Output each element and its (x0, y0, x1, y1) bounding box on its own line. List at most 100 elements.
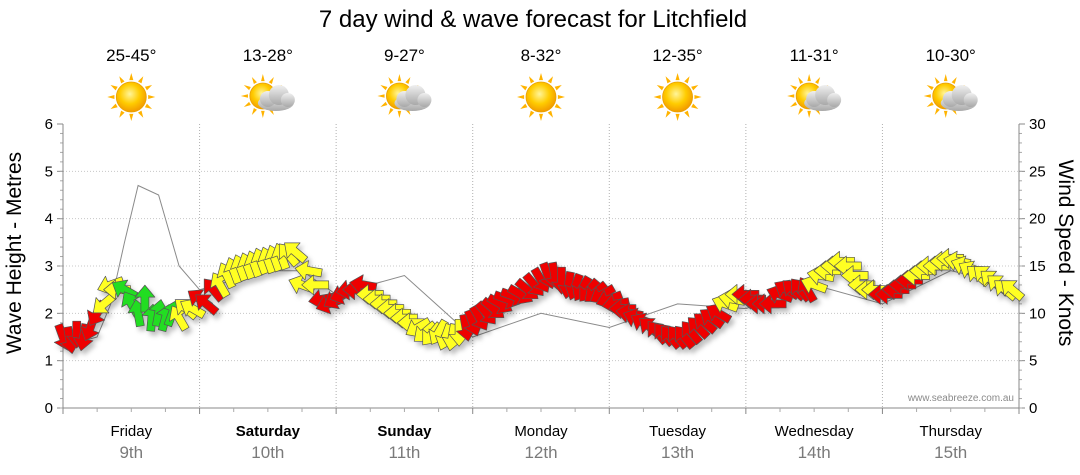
sun-ray (243, 85, 251, 91)
cloud-puff (417, 93, 432, 107)
cloud-puff (280, 93, 295, 107)
y-right-tick-label: 10 (1029, 305, 1046, 322)
y-left-tick-label: 3 (45, 258, 53, 275)
y-left-tick-label: 2 (45, 305, 53, 322)
day-label: Wednesday (775, 423, 854, 440)
day-label: Thursday (919, 423, 982, 440)
sun-ray (144, 85, 153, 91)
sun-icon (653, 73, 702, 121)
wind-arrow (294, 260, 323, 281)
y-right-tick-label: 25 (1029, 163, 1046, 180)
watermark: www.seabreeze.com.au (907, 393, 1014, 404)
temp-range: 11-31° (790, 46, 839, 65)
date-label: 13th (661, 443, 694, 462)
sun-ray (554, 85, 562, 91)
sun-ray (557, 94, 565, 100)
sun-ray (240, 94, 248, 98)
sun-disc (525, 81, 557, 113)
date-label: 10th (251, 443, 284, 462)
y-right-label: Wind Speed - Knots (1054, 160, 1077, 347)
sun-ray (665, 110, 671, 118)
y-right-tick-label: 5 (1029, 353, 1037, 370)
y-right-tick-label: 0 (1029, 400, 1037, 417)
y-right-tick-label: 20 (1029, 211, 1046, 228)
sun-ray (798, 107, 804, 116)
sun-ray (107, 94, 115, 100)
day-column: 13-28° Saturday 10th (236, 46, 301, 462)
sun-ray (926, 101, 934, 107)
sun-ray (137, 110, 144, 118)
sun-ray (656, 103, 664, 109)
date-label: 11th (389, 443, 421, 462)
wind-arrow (1001, 280, 1026, 302)
sun-ray (951, 76, 957, 85)
sun-ray (943, 74, 948, 82)
sun-ray (538, 113, 544, 121)
date-label: 14th (798, 443, 831, 462)
sun-ray (934, 107, 940, 116)
day-headers: 25-45° Friday 9th 13-28° Saturday 10th 9-27° Su… (106, 46, 982, 462)
sun-ray (110, 85, 118, 91)
wind-arrow (180, 298, 207, 319)
partly-cloudy-icon (923, 74, 978, 118)
sun-ray (787, 94, 795, 98)
partly-cloudy-icon (377, 74, 432, 118)
sun-ray (251, 107, 257, 116)
temp-range: 25-45° (106, 46, 156, 65)
sun-ray (405, 76, 411, 85)
sun-ray (684, 76, 690, 84)
sun-ray (665, 76, 671, 84)
sun-ray (547, 76, 553, 84)
sun-ray (807, 110, 811, 118)
day-column: 12-35° Tuesday 13th (649, 46, 706, 462)
y-left-tick-label: 4 (45, 211, 53, 228)
sun-ray (119, 110, 125, 118)
sun-ray (261, 74, 265, 82)
day-column: 9-27° Sunday 11th (377, 46, 432, 462)
sun-ray (798, 76, 804, 85)
y-left-tick-label: 5 (45, 163, 53, 180)
sun-ray (934, 76, 940, 85)
y-left-tick-label: 0 (45, 400, 53, 417)
sun-ray (137, 76, 144, 84)
sun-ray (377, 94, 385, 98)
temp-range: 8-32° (521, 46, 562, 65)
sun-ray (691, 85, 699, 91)
sun-ray (538, 73, 544, 81)
day-label: Saturday (236, 423, 301, 440)
sun-ray (251, 76, 257, 85)
wind-arrow (800, 274, 829, 294)
temp-range: 10-30° (926, 46, 976, 65)
wind-arrow (706, 303, 733, 324)
chart-title: 7 day wind & wave forecast for Litchfiel… (319, 6, 747, 33)
sun-ray (517, 94, 525, 100)
sun-ray (144, 103, 153, 109)
y-right-tick-label: 30 (1029, 116, 1046, 133)
sun-ray (129, 73, 134, 81)
day-label: Friday (110, 423, 152, 440)
partly-cloudy-icon (787, 74, 842, 118)
date-label: 9th (119, 443, 143, 462)
wind-arrow (195, 294, 220, 316)
y-left-tick-label: 6 (45, 116, 53, 133)
day-column: 8-32° Monday 12th (514, 46, 568, 462)
sun-ray (675, 113, 680, 121)
day-column: 10-30° Thursday 15th (919, 46, 982, 462)
wind-arrow (301, 274, 330, 296)
date-label: 12th (524, 443, 557, 462)
sun-ray (529, 110, 535, 118)
sun-ray (923, 94, 931, 98)
sun-ray (656, 85, 664, 91)
sun-ray (268, 76, 274, 85)
temp-range: 9-27° (384, 46, 425, 65)
sun-ray (110, 103, 118, 109)
sun-ray (529, 76, 535, 84)
day-label: Sunday (377, 423, 432, 440)
sun-ray (243, 101, 251, 107)
sun-ray (694, 94, 702, 100)
sun-ray (388, 76, 394, 85)
day-column: 11-31° Wednesday 14th (775, 46, 854, 462)
sun-ray (790, 85, 798, 91)
sun-ray (119, 76, 125, 84)
